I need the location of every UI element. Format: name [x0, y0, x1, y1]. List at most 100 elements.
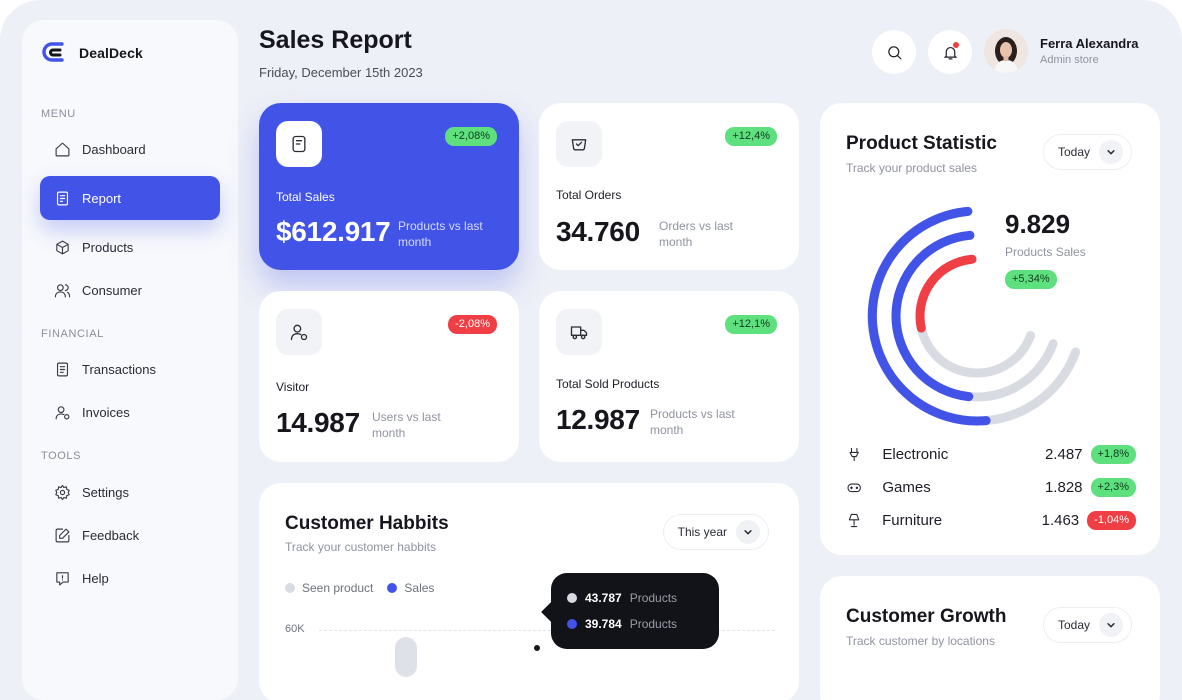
lamp-icon: [848, 513, 860, 527]
stat-label: Total Sales: [276, 190, 335, 204]
sidebar-item-help[interactable]: Help: [40, 556, 220, 600]
legend-label: Sales: [404, 581, 435, 595]
category-row-electronic[interactable]: Electronic 2.487 +1,8%: [846, 440, 1137, 468]
total-change-badge: +5,34%: [1005, 270, 1057, 289]
stat-icon: [556, 309, 602, 355]
stat-icon: [556, 121, 602, 167]
tooltip-unit: Products: [629, 591, 678, 605]
category-row-games[interactable]: Games 1.828 +2,3%: [846, 473, 1137, 501]
search-button[interactable]: [872, 30, 916, 74]
sidebar-item-invoices[interactable]: Invoices: [40, 390, 220, 434]
chevron-down-icon: [1099, 613, 1123, 637]
stat-note: Products vs last month: [398, 219, 483, 249]
category-row-furniture[interactable]: Furniture 1.463 -1,04%: [846, 506, 1137, 534]
stat-card-total-sold-products[interactable]: +12,1% Total Sold Products 12.987 Produc…: [539, 291, 799, 462]
category-value: 2.487: [1044, 445, 1083, 463]
page-date: Friday, December 15th 2023: [259, 65, 423, 80]
truck-icon: [570, 326, 588, 340]
sidebar-item-label: Settings: [82, 484, 129, 500]
stat-value: 12.987: [556, 404, 640, 435]
sidebar-item-consumer[interactable]: Consumer: [40, 268, 220, 312]
tooltip-row: 39.784 Products: [567, 611, 703, 637]
stat-value: 34.760: [556, 216, 640, 247]
panel-title: Product Statistic: [846, 133, 997, 154]
stat-card-total-sales[interactable]: +2,08% Total Sales $612.917 Products vs …: [259, 103, 519, 270]
chart-point[interactable]: [532, 643, 542, 653]
section-label-menu: MENU: [41, 108, 76, 120]
legend-dot: [387, 583, 398, 593]
change-badge: +12,1%: [725, 315, 777, 334]
sidebar-item-settings[interactable]: Settings: [40, 470, 220, 514]
users-icon: [54, 283, 71, 297]
panel-subtitle: Track customer by locations: [846, 634, 995, 648]
user-name: Ferra Alexandra: [1040, 36, 1139, 51]
chart-bar[interactable]: [395, 637, 417, 677]
sidebar-item-feedback[interactable]: Feedback: [40, 513, 220, 557]
chart-tooltip: 43.787 Products 39.784 Products: [551, 573, 719, 649]
sidebar: DealDeck MENU Dashboard Report Products …: [22, 20, 238, 700]
ring-value-3[interactable]: [915, 254, 977, 333]
avatar[interactable]: [984, 29, 1028, 73]
legend-item-seen[interactable]: Seen product: [285, 581, 373, 595]
product-donut-chart[interactable]: [862, 201, 1092, 431]
legend-label: Seen product: [302, 581, 374, 595]
help-icon: [56, 571, 69, 585]
total-product-sales: 9.829: [1005, 209, 1071, 239]
notifications-button[interactable]: [928, 30, 972, 74]
sidebar-item-label: Products: [82, 239, 134, 255]
visitor-icon: [290, 324, 308, 341]
gear-icon: [55, 484, 70, 500]
edit-icon: [55, 528, 70, 542]
stat-value: 14.987: [276, 407, 360, 438]
ring-value-1[interactable]: [867, 206, 991, 426]
category-value: 1.828: [1044, 478, 1083, 496]
y-tick-label: 60K: [285, 623, 305, 635]
gamepad-icon: [849, 447, 859, 461]
stat-icon: [276, 309, 322, 355]
logo-icon: [42, 42, 64, 62]
sidebar-item-label: Consumer: [82, 282, 142, 298]
receipt-icon: [56, 362, 69, 376]
stat-value: $612.917: [276, 216, 391, 247]
tooltip-value: 43.787: [585, 591, 622, 605]
tooltip-dot: [567, 593, 577, 603]
change-badge: -2,08%: [448, 315, 497, 334]
stat-card-total-orders[interactable]: +12,4% Total Orders 34.760 Orders vs las…: [539, 103, 799, 270]
sidebar-item-transactions[interactable]: Transactions: [40, 347, 220, 391]
user-role: Admin store: [1040, 54, 1099, 66]
period-dropdown[interactable]: This year: [662, 514, 769, 550]
category-change-badge: +2,3%: [1090, 477, 1137, 497]
period-value: Today: [1057, 618, 1090, 632]
sidebar-item-products[interactable]: Products: [40, 225, 220, 269]
chart-legend: Seen product Sales: [285, 581, 434, 595]
stat-label: Total Orders: [556, 188, 622, 202]
sidebar-item-dashboard[interactable]: Dashboard: [40, 127, 220, 171]
stat-icon: [276, 121, 322, 167]
notification-dot: [953, 42, 959, 48]
stat-label: Total Sold Products: [556, 377, 660, 391]
period-dropdown[interactable]: Today: [1042, 607, 1132, 643]
search-icon: [887, 45, 901, 59]
home-icon: [55, 142, 70, 156]
user-photo-icon: [984, 29, 1028, 73]
box-icon: [56, 240, 69, 254]
logo[interactable]: DealDeck: [40, 38, 143, 68]
customer-growth-panel: Customer Growth Track customer by locati…: [820, 576, 1160, 700]
panel-title: Customer Habbits: [285, 513, 449, 534]
category-change-badge: +1,8%: [1090, 444, 1137, 464]
ring-value-2[interactable]: [891, 230, 975, 402]
total-product-sales-label: Products Sales: [1005, 245, 1086, 259]
sidebar-item-label: Feedback: [82, 527, 140, 543]
stat-card-visitor[interactable]: -2,08% Visitor 14.987 Users vs last mont…: [259, 291, 519, 462]
sidebar-item-label: Dashboard: [82, 141, 146, 157]
cart-icon: [571, 139, 587, 151]
user-gear-icon: [55, 405, 70, 419]
panel-subtitle: Track your product sales: [846, 161, 977, 175]
period-dropdown[interactable]: Today: [1042, 134, 1132, 170]
sidebar-item-report[interactable]: Report: [40, 176, 220, 220]
stat-note: Products vs last month: [650, 407, 735, 437]
category-name: Games: [882, 478, 931, 496]
tooltip-value: 39.784: [585, 617, 622, 631]
legend-item-sales[interactable]: Sales: [387, 581, 434, 595]
